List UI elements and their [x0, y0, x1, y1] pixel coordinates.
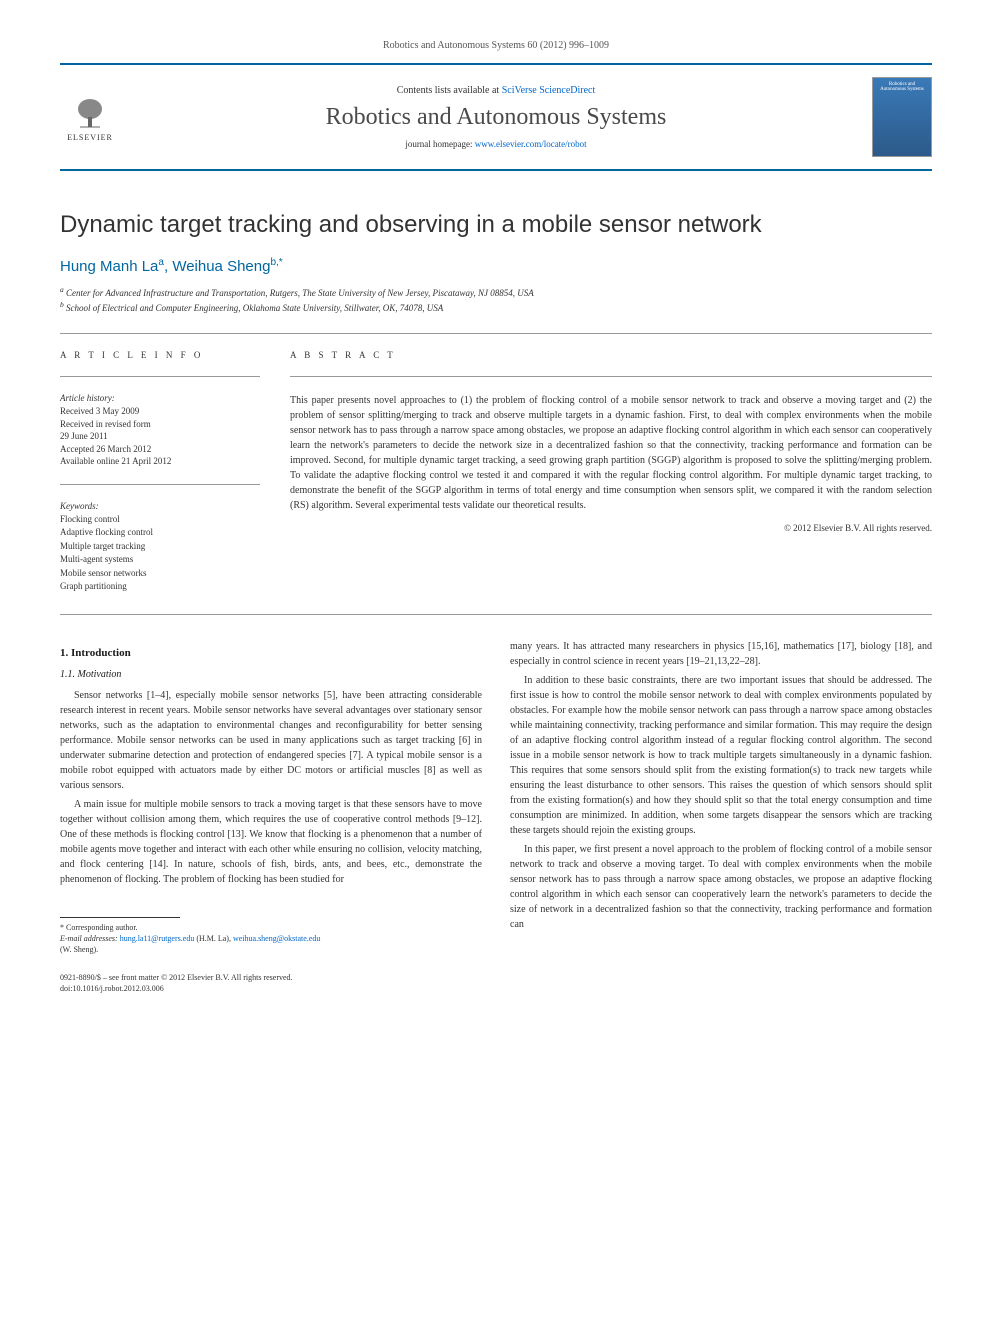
author-email-link[interactable]: hung.la11@rutgers.edu [120, 934, 195, 943]
affiliation-b: b School of Electrical and Computer Engi… [60, 300, 932, 313]
contents-prefix: Contents lists available at [397, 85, 502, 96]
copyright: © 2012 Elsevier B.V. All rights reserved… [290, 523, 932, 533]
revised-label: Received in revised form [60, 418, 260, 431]
issn-line: 0921-8890/$ – see front matter © 2012 El… [60, 972, 932, 983]
section-heading: 1. Introduction [60, 647, 482, 659]
journal-header: ELSEVIER Contents lists available at Sci… [60, 63, 932, 171]
keywords-label: Keywords: [60, 501, 260, 511]
article-title: Dynamic target tracking and observing in… [60, 211, 932, 239]
revised-date: 29 June 2011 [60, 430, 260, 443]
accepted-date: Accepted 26 March 2012 [60, 443, 260, 456]
author-1-sup: a [158, 257, 164, 268]
publisher-name: ELSEVIER [67, 133, 113, 142]
page-footer: 0921-8890/$ – see front matter © 2012 El… [60, 972, 932, 994]
author-email-link[interactable]: weihua.sheng@okstate.edu [233, 934, 320, 943]
abstract-text: This paper presents novel approaches to … [290, 393, 932, 513]
body-paragraph: In this paper, we first present a novel … [510, 842, 932, 932]
subsection-heading: 1.1. Motivation [60, 669, 482, 680]
journal-name: Robotics and Autonomous Systems [120, 104, 872, 131]
authors-line: Hung Manh Laa, Weihua Shengb,* [60, 257, 932, 275]
keywords: Flocking control Adaptive flocking contr… [60, 513, 260, 594]
divider [60, 333, 932, 334]
author-1: Hung Manh La [60, 258, 158, 275]
doi-line: doi:10.1016/j.robot.2012.03.006 [60, 983, 932, 994]
cover-title: Robotics and Autonomous Systems [877, 82, 927, 92]
corresponding-author: * Corresponding author. [60, 922, 482, 933]
divider [60, 614, 932, 615]
body-columns: 1. Introduction 1.1. Motivation Sensor n… [60, 639, 932, 956]
journal-reference: Robotics and Autonomous Systems 60 (2012… [60, 40, 932, 51]
affiliations: a Center for Advanced Infrastructure and… [60, 285, 932, 313]
keyword: Flocking control [60, 513, 260, 527]
homepage-prefix: journal homepage: [405, 139, 474, 149]
divider [60, 376, 260, 377]
left-column: 1. Introduction 1.1. Motivation Sensor n… [60, 639, 482, 956]
sciencedirect-link[interactable]: SciVerse ScienceDirect [502, 85, 596, 96]
email-name: (H.M. La), [194, 934, 233, 943]
article-info-heading: A R T I C L E I N F O [60, 350, 260, 360]
publisher-logo: ELSEVIER [60, 87, 120, 147]
elsevier-tree-icon [70, 93, 110, 133]
affiliation-a: a Center for Advanced Infrastructure and… [60, 285, 932, 298]
email-label: E-mail addresses: [60, 934, 120, 943]
email-name: (W. Sheng). [60, 945, 98, 954]
homepage-link[interactable]: www.elsevier.com/locate/robot [475, 139, 587, 149]
keyword: Multi-agent systems [60, 553, 260, 567]
received-date: Received 3 May 2009 [60, 405, 260, 418]
email-footnote: E-mail addresses: hung.la11@rutgers.edu … [60, 933, 482, 955]
right-column: many years. It has attracted many resear… [510, 639, 932, 956]
body-paragraph: Sensor networks [1–4], especially mobile… [60, 688, 482, 793]
keyword: Mobile sensor networks [60, 567, 260, 581]
body-paragraph: A main issue for multiple mobile sensors… [60, 797, 482, 887]
keyword: Adaptive flocking control [60, 526, 260, 540]
footnote-divider [60, 917, 180, 918]
history-label: Article history: [60, 393, 260, 403]
body-paragraph: many years. It has attracted many resear… [510, 639, 932, 669]
keyword: Graph partitioning [60, 580, 260, 594]
divider [290, 376, 932, 377]
abstract-heading: A B S T R A C T [290, 350, 932, 360]
body-paragraph: In addition to these basic constraints, … [510, 673, 932, 838]
online-date: Available online 21 April 2012 [60, 455, 260, 468]
author-2: Weihua Sheng [172, 258, 270, 275]
author-2-sup: b,* [270, 257, 282, 268]
journal-cover-thumbnail: Robotics and Autonomous Systems [872, 77, 932, 157]
homepage-line: journal homepage: www.elsevier.com/locat… [120, 139, 872, 149]
divider [60, 484, 260, 485]
keyword: Multiple target tracking [60, 540, 260, 554]
contents-line: Contents lists available at SciVerse Sci… [120, 85, 872, 96]
